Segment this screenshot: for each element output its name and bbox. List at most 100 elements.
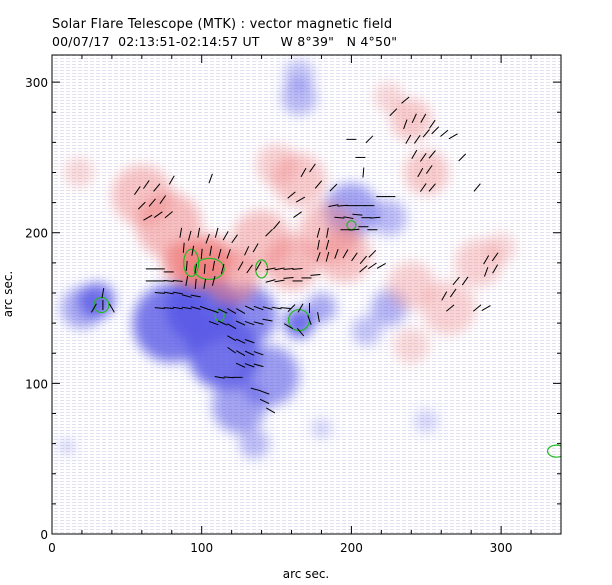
negative-region-16	[239, 428, 270, 459]
field-vector-161	[253, 351, 264, 356]
plot-area	[52, 55, 561, 534]
field-vector-45	[274, 279, 285, 283]
field-vector-26	[203, 263, 206, 274]
field-vector-65	[411, 113, 417, 124]
field-vector-120	[481, 305, 491, 311]
field-vector-163	[244, 363, 255, 368]
field-vector-169	[259, 390, 270, 395]
chart-subtitle: 00/07/17 02:13:51-02:14:57 UT W 8°39" N …	[52, 34, 398, 49]
field-vector-17	[231, 234, 238, 244]
field-vector-117	[483, 267, 489, 277]
field-vector-73	[448, 133, 458, 140]
chart-title: Solar Flare Telescope (MTK) : vector mag…	[52, 17, 393, 32]
positive-region-5	[135, 192, 202, 259]
positive-region-19	[63, 157, 94, 188]
field-vector-0	[134, 186, 141, 195]
field-vector-57	[342, 249, 349, 259]
field-vector-70	[422, 129, 430, 138]
field-vector-110	[452, 276, 460, 286]
field-vector-137	[190, 306, 201, 310]
contour-3	[193, 257, 225, 281]
field-vector-55	[325, 251, 330, 262]
field-vector-113	[449, 288, 457, 298]
field-vector-131	[181, 294, 192, 298]
negative-region-5	[212, 378, 267, 434]
field-vector-2	[153, 183, 161, 192]
field-vector-104	[349, 228, 360, 231]
positive-region-9	[316, 228, 371, 283]
field-vector-49	[310, 273, 321, 276]
field-vector-13	[197, 227, 201, 238]
field-vector-133	[154, 307, 165, 309]
field-vector-27	[212, 260, 216, 271]
field-vector-8	[153, 211, 163, 218]
field-vector-5	[159, 195, 167, 204]
field-vector-135	[172, 306, 183, 310]
field-vector-21	[209, 245, 213, 256]
positive-region-13	[390, 98, 433, 141]
scan-noise	[52, 55, 561, 534]
x-axis-label: arc sec.	[283, 567, 329, 581]
field-vector-130	[172, 291, 183, 295]
field-vector-37	[252, 243, 259, 253]
positive-region-18	[393, 327, 430, 364]
field-vector-15	[214, 227, 219, 238]
field-vector-141	[227, 308, 237, 315]
field-vector-4	[148, 198, 156, 207]
field-vector-30	[194, 278, 197, 289]
field-vector-89	[314, 180, 323, 189]
x-tick-label-1: 100	[190, 541, 213, 555]
field-vector-51	[326, 227, 329, 238]
field-vector-142	[236, 308, 246, 315]
field-vector-50	[316, 227, 321, 238]
field-vector-149	[217, 320, 228, 326]
field-vector-44	[265, 279, 276, 283]
field-vector-23	[226, 248, 231, 259]
field-vector-75	[419, 153, 427, 162]
positive-region-20	[486, 232, 517, 263]
field-vector-28	[220, 263, 225, 274]
field-vector-67	[428, 119, 436, 129]
field-vector-138	[199, 305, 210, 311]
x-tick-label-0: 0	[48, 541, 56, 555]
field-vector-168	[250, 387, 261, 392]
field-vector-82	[473, 183, 481, 192]
field-vector-68	[405, 134, 412, 144]
field-vector-78	[425, 165, 433, 174]
positive-region-14	[373, 82, 404, 113]
field-vector-77	[417, 167, 424, 178]
field-vector-6	[168, 175, 175, 185]
field-vector-179	[307, 315, 312, 325]
negative-region-9	[306, 292, 337, 324]
field-vector-53	[325, 239, 330, 250]
field-vector-31	[203, 278, 207, 289]
y-tick-label-2: 200	[25, 227, 48, 241]
field-vector-114	[446, 304, 455, 312]
negative-region-12	[281, 79, 317, 116]
field-vector-119	[473, 304, 482, 312]
field-vector-74	[411, 149, 418, 159]
field-vector-116	[491, 252, 499, 262]
field-vector-86	[329, 183, 338, 192]
negative-region-13	[284, 59, 314, 90]
field-vector-10	[208, 173, 213, 184]
field-vector-64	[403, 119, 408, 130]
field-vector-153	[253, 321, 264, 325]
field-vector-76	[428, 150, 436, 159]
field-vector-129	[163, 291, 174, 295]
field-vector-58	[351, 252, 358, 262]
y-tick-label-3: 300	[25, 76, 48, 90]
field-vector-14	[205, 233, 210, 244]
field-vector-72	[440, 129, 449, 137]
field-vector-159	[236, 350, 246, 357]
negative-region-11	[370, 199, 407, 236]
negative-region-19	[310, 418, 332, 440]
positive-region-12	[403, 149, 449, 196]
field-vector-155	[227, 335, 237, 342]
field-vector-39	[272, 221, 281, 230]
field-vector-63	[376, 262, 386, 269]
plot-frame	[51, 54, 562, 535]
field-vector-84	[401, 96, 410, 104]
field-vector-146	[271, 306, 282, 310]
field-vector-85	[362, 167, 365, 178]
